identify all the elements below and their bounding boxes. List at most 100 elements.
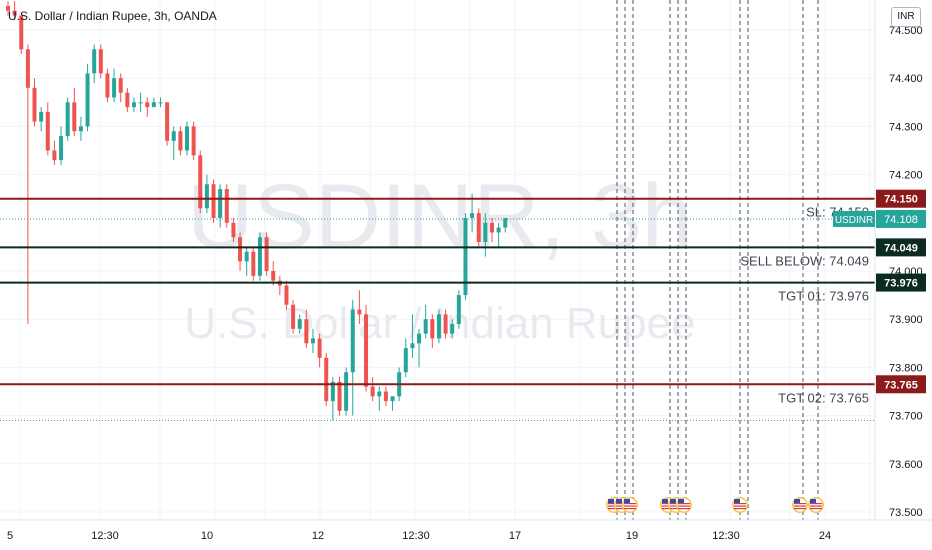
candle-body	[52, 150, 57, 161]
candle	[211, 179, 216, 223]
candle	[436, 309, 441, 344]
candle-body	[291, 304, 296, 329]
candle-body	[344, 372, 349, 411]
candle	[443, 309, 448, 339]
candle	[324, 352, 329, 406]
candle	[78, 116, 83, 141]
candle-body	[185, 126, 190, 151]
candle	[105, 68, 110, 103]
us-flag-event-icon	[808, 497, 824, 513]
candle	[450, 319, 455, 339]
x-tick-label: 12:30	[402, 530, 430, 542]
candle	[185, 121, 190, 156]
chart-title: U.S. Dollar / Indian Rupee, 3h, OANDA	[8, 9, 217, 23]
candle-body	[350, 309, 355, 373]
candle	[317, 333, 322, 368]
x-tick-label: 12:30	[91, 530, 119, 542]
currency-button[interactable]: INR	[891, 7, 921, 27]
candle	[39, 107, 44, 132]
candle	[456, 290, 461, 329]
candle-body	[310, 338, 315, 344]
candle-body	[145, 102, 150, 108]
us-flag-event-icon	[676, 497, 692, 513]
candle	[231, 217, 236, 243]
candle-body	[158, 102, 163, 104]
candle	[125, 87, 130, 112]
candle	[171, 126, 176, 161]
candle	[92, 44, 97, 84]
x-tick-label: 17	[509, 530, 521, 542]
candle-body	[304, 319, 309, 344]
x-tick-label: 24	[819, 530, 831, 542]
candle-body	[211, 184, 216, 218]
candle-body	[198, 155, 203, 209]
level-text: TGT 01: 73.976	[778, 289, 869, 304]
candle	[417, 328, 422, 368]
candle	[131, 97, 136, 112]
candle-body	[297, 319, 302, 329]
candle-body	[264, 237, 269, 271]
x-tick-label: 5	[7, 530, 13, 542]
candle-body	[105, 73, 110, 98]
candle-body	[165, 102, 170, 141]
candle	[204, 174, 209, 214]
level-tag-bg	[876, 375, 926, 394]
candle	[377, 386, 382, 411]
candle	[496, 222, 501, 247]
candle-body	[72, 102, 77, 132]
candle	[32, 78, 37, 127]
candle-body	[317, 338, 322, 358]
candle-body	[330, 381, 335, 402]
candle-body	[204, 184, 209, 209]
x-tick-label: 10	[201, 530, 213, 542]
candle-body	[131, 102, 136, 108]
candle	[238, 232, 243, 271]
candle-body	[218, 189, 223, 218]
candle	[198, 150, 203, 214]
candle	[178, 126, 183, 156]
level-tag: 74.150	[884, 194, 918, 206]
candle	[463, 213, 468, 300]
candle	[350, 299, 355, 416]
candle-body	[377, 391, 382, 397]
candle-body	[476, 213, 481, 243]
y-tick-label: 73.800	[889, 362, 923, 374]
candle	[224, 184, 229, 228]
level-tag: 74.049	[884, 242, 918, 254]
candle	[291, 299, 296, 334]
candle-body	[423, 319, 428, 334]
candle-body	[443, 314, 448, 334]
candle-body	[238, 237, 243, 262]
y-tick-label: 74.500	[889, 25, 923, 37]
candle-body	[370, 386, 375, 397]
candle	[244, 246, 249, 276]
candle	[390, 396, 395, 411]
candle-body	[125, 92, 130, 108]
candle-body	[417, 333, 422, 344]
candle-body	[390, 396, 395, 402]
candle-body	[151, 102, 156, 108]
candle-body	[224, 189, 229, 223]
candle-body	[78, 126, 83, 132]
candle-body	[178, 131, 183, 151]
y-tick-label: 73.900	[889, 314, 923, 326]
symbol-tag-bg	[833, 210, 875, 227]
candle-body	[257, 237, 262, 276]
candle-body	[403, 348, 408, 373]
level-tag-bg	[876, 238, 926, 257]
candle-body	[138, 102, 143, 104]
candle	[112, 68, 117, 103]
candle-body	[503, 217, 508, 228]
candle-body	[470, 213, 475, 218]
y-tick-label: 73.600	[889, 459, 923, 471]
candle-body	[231, 222, 236, 238]
candle-body	[25, 49, 30, 88]
level-text: TGT 02: 73.765	[778, 390, 869, 405]
candle-body	[410, 343, 415, 349]
candle-body	[357, 309, 362, 315]
candle	[297, 314, 302, 334]
candle-body	[284, 285, 289, 305]
watermark-symbol: USDINR, 3h	[187, 166, 693, 268]
candle	[6, 1, 10, 16]
